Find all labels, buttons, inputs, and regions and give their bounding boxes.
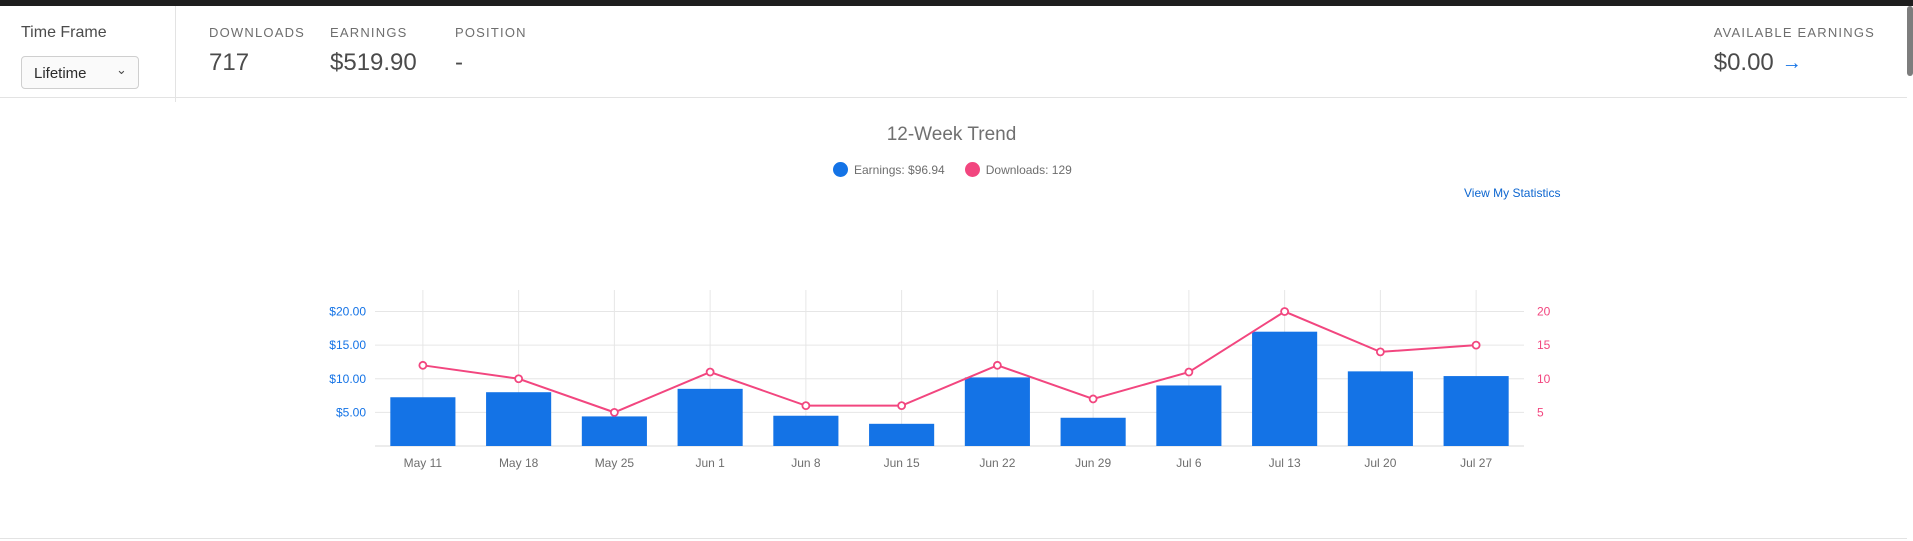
earnings-bar [1060,417,1126,446]
x-tick-label: May 11 [404,456,443,470]
earnings-bar [869,423,935,446]
x-tick-label: May 18 [499,456,539,470]
y-right-tick-label: 10 [1537,372,1551,386]
x-tick-label: Jul 27 [1460,456,1492,470]
y-right-tick-label: 5 [1537,405,1544,419]
stat-value: $519.90 [330,49,417,76]
scrollbar[interactable] [1907,6,1913,76]
stat-value: 717 [209,49,250,76]
stat-label: DOWNLOADS [209,25,306,40]
arrow-right-icon[interactable]: → [1781,51,1802,74]
stat-label: EARNINGS [330,25,408,40]
stat-downloads: DOWNLOADS 717 [209,25,305,77]
downloads-point [705,367,715,377]
available-earnings-value: $0.00 [1713,49,1774,76]
legend-item-earnings[interactable]: Earnings: $96.94 [833,162,945,177]
timeframe-value: Lifetime [34,65,87,82]
chart-legend: Earnings: $96.94 Downloads: 129 [833,162,1092,177]
y-left-tick-label: $5.00 [336,405,366,419]
x-tick-label: Jul 20 [1364,456,1396,470]
earnings-bar [486,392,552,446]
downloads-point [992,360,1002,370]
timeframe-select[interactable]: Lifetime ⌄ [21,56,139,89]
x-tick-label: Jul 6 [1176,456,1202,470]
downloads-point [1184,367,1194,377]
bottom-divider [0,538,1907,539]
top-bar [0,0,1913,6]
x-tick-label: Jun 22 [979,456,1015,470]
downloads-point [1280,307,1290,316]
earnings-bar [1443,376,1509,446]
downloads-point [609,407,619,417]
earnings-bar [1347,371,1413,446]
downloads-point [1471,340,1481,350]
legend-label-earnings: Earnings: $96.94 [854,162,945,177]
available-earnings-label: AVAILABLE EARNINGS [1713,25,1875,40]
earnings-bar [677,388,743,446]
x-tick-label: Jun 15 [884,456,920,470]
x-tick-label: Jul 13 [1269,456,1301,470]
earnings-bar [390,397,456,446]
legend-dot-earnings [833,162,848,177]
chart-title: 12-Week Trend [886,124,1017,145]
legend-dot-downloads [964,162,980,177]
x-tick-label: Jun 29 [1075,456,1111,470]
earnings-bar [1156,385,1222,446]
available-earnings: AVAILABLE EARNINGS $0.00 → [1714,25,1875,77]
x-tick-label: May 25 [595,456,635,470]
downloads-line [422,310,1477,414]
downloads-point [801,401,811,411]
earnings-bar [773,415,839,446]
stat-label: POSITION [455,25,527,40]
downloads-point [1088,394,1098,404]
stat-earnings: EARNINGS $519.90 [330,25,417,77]
view-statistics-link[interactable]: View My Statistics [1464,186,1561,200]
available-earnings-value-row: $0.00 → [1714,49,1875,77]
stat-position: POSITION - [455,25,527,77]
legend-item-downloads[interactable]: Downloads: 129 [964,162,1072,177]
x-tick-label: Jun 1 [695,456,725,470]
y-right-tick-label: 20 [1537,305,1551,319]
y-left-tick-label: $10.00 [329,372,366,386]
earnings-bar [964,377,1030,446]
earnings-bar [581,416,647,446]
timeframe-label: Time Frame [21,24,107,41]
downloads-point [1375,347,1385,357]
downloads-point [897,401,907,411]
y-left-tick-label: $20.00 [329,305,366,319]
y-left-tick-label: $15.00 [329,338,366,352]
legend-label-downloads: Downloads: 129 [985,162,1072,177]
x-tick-label: Jun 8 [791,456,821,470]
stats-row: Time Frame Lifetime ⌄ DOWNLOADS 717 EARN… [0,6,1907,102]
timeframe-panel: Time Frame Lifetime ⌄ [0,6,176,102]
stat-value: - [455,49,463,76]
downloads-point [514,374,524,384]
y-right-tick-label: 15 [1537,338,1551,352]
downloads-point [418,360,428,370]
earnings-bar [1252,331,1318,446]
chevron-down-icon: ⌄ [116,62,127,77]
